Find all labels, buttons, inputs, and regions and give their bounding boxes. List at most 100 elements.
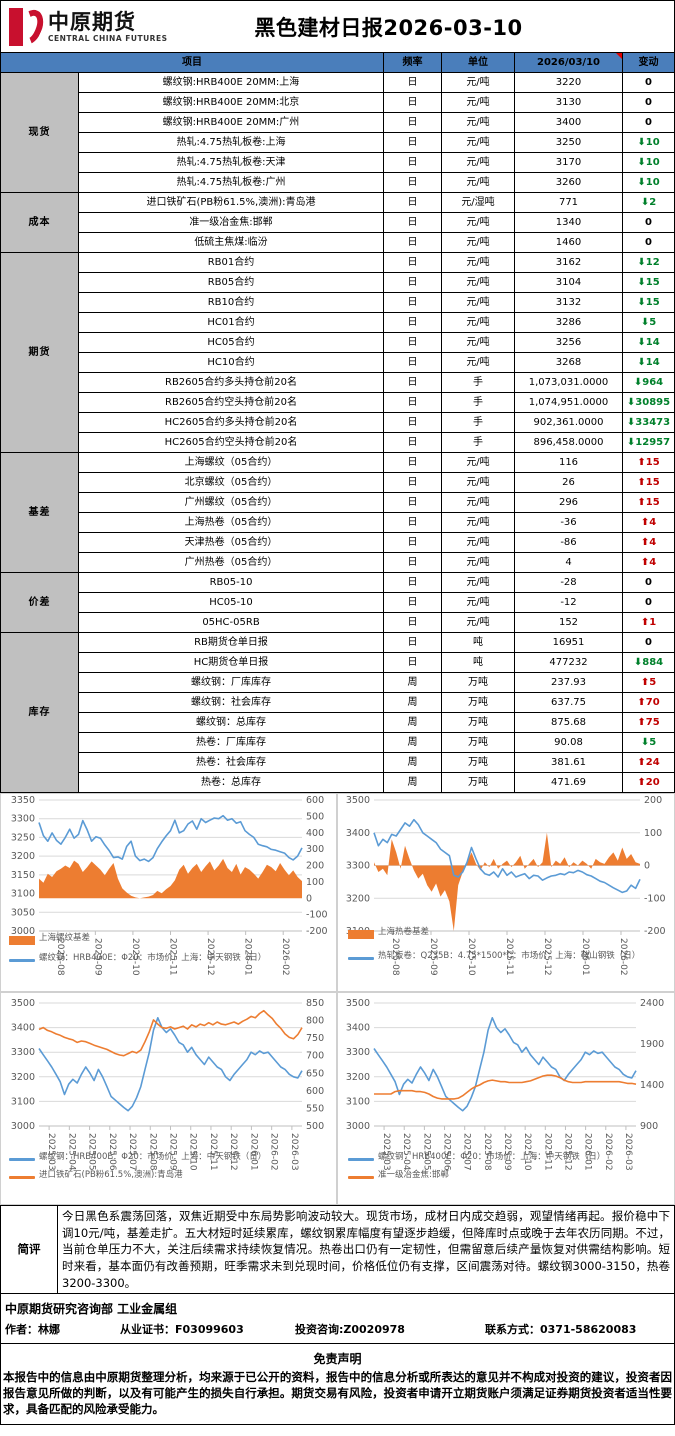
svg-text:2400: 2400 [640,998,664,1009]
table-row: 现货 螺纹钢:HRB400E 20MM:上海日元/吨 3220 0 [0,72,675,193]
col-header-unit: 单位 [441,52,515,73]
comment-table: 简评 今日黑色系震荡回落，双焦近期受中东局势影响波动较大。现货市场，成材日内成交… [0,1204,675,1295]
svg-text:3400: 3400 [11,1023,35,1034]
table-row: RB2605合约多头持仓前20名日手 1,073,031.0000 ⬇964 [1,372,675,393]
x-axis-tick-label: 2025-10 [188,1133,198,1171]
table-body: 现货 螺纹钢:HRB400E 20MM:上海日元/吨 3220 0 螺纹钢:HRB400… [0,72,675,793]
cell-item: HC期货仓单日报 [78,652,384,673]
cell-frequency: 日 [383,592,442,613]
svg-text:3250: 3250 [11,832,35,843]
cell-change: 0 [622,112,675,133]
cell-value: 3256 [514,332,623,353]
cell-unit: 万吨 [441,712,515,733]
cell-item: 低硫主焦煤:临汾 [78,232,384,253]
logo-mark-icon [9,5,49,48]
cell-change: 0 [622,592,675,613]
svg-text:3400: 3400 [346,1023,370,1034]
cell-change: ⬆20 [622,772,675,793]
cell-value: 896,458.0000 [514,432,623,453]
cell-frequency: 日 [383,452,442,473]
table-row: HC10合约日元/吨 3268 ⬇14 [1,352,675,373]
cell-frequency: 日 [383,272,442,293]
cell-frequency: 日 [383,552,442,573]
series-line [373,1017,637,1112]
series-line [38,814,303,863]
svg-text:0: 0 [644,861,650,872]
cell-value: 3220 [514,72,623,93]
cell-frequency: 日 [383,492,442,513]
legend-label: 进口铁矿石(PB粉61.5%,澳洲):青岛港 [39,1170,183,1180]
footer-advisory: 投资咨询:Z0020978 [295,1323,405,1337]
cell-value: 3286 [514,312,623,333]
cell-value: 237.93 [514,672,623,693]
cell-unit: 元/吨 [441,232,515,253]
x-axis-tick-label: 2025-03 [381,1133,391,1171]
series-line [374,1074,637,1100]
svg-text:3100: 3100 [11,889,35,900]
cell-item: HC10合约 [78,352,384,373]
x-axis-tick-label: 2026-01 [243,938,253,976]
table-row: 期货 RB01合约日元/吨 3162 ⬇12 [0,252,675,453]
chart-legend-entry: 上海螺纹基差 [9,933,326,945]
cell-value: 771 [514,192,623,213]
table-row: 05HC-05RB 日元/吨 152 ⬆1 [1,612,675,633]
cell-change: ⬆24 [622,752,675,773]
svg-text:3500: 3500 [346,998,370,1009]
svg-text:200: 200 [306,861,324,872]
cell-frequency: 日 [383,332,442,353]
cell-frequency: 周 [383,752,442,773]
x-axis-tick-label: 2025-09 [428,938,438,976]
svg-text:750: 750 [306,1033,324,1044]
svg-text:3100: 3100 [346,1096,370,1107]
x-axis-tick-label: 2025-09 [502,1133,512,1171]
table-row: 低硫主焦煤:临汾日元/吨 1460 0 [1,232,675,253]
svg-text:600: 600 [306,795,324,806]
cell-item: HC05合约 [78,332,384,353]
series-line [38,1017,303,1112]
x-axis-tick-label: 2025-04 [401,1133,411,1171]
cell-item: RB10合约 [78,292,384,313]
table-row: HC2605合约空头持仓前20名日手 896,458.0000 ⬇12957 [1,432,675,453]
cell-item: RB2605合约多头持仓前20名 [78,372,384,393]
cell-item: 螺纹钢:HRB400E 20MM:北京 [78,92,384,113]
x-axis-tick-label: 2025-12 [228,1133,238,1171]
cell-frequency: 日 [383,312,442,333]
cell-unit: 元/吨 [441,552,515,573]
cell-unit: 元/吨 [441,312,515,333]
category-cell-2: 期货 [0,252,79,453]
table-row: RB10合约日元/吨 3132 ⬇15 [1,292,675,313]
cell-change: ⬆75 [622,712,675,733]
cell-change: ⬆5 [622,672,675,693]
cell-frequency: 周 [383,772,442,793]
chart-canvas: 3000 3100 3200 3300 3400 3500 900 1400 1900 2400 2… [346,998,664,1171]
cell-change: ⬇5 [622,312,675,333]
svg-text:850: 850 [306,998,324,1009]
category-cell-4: 价差 [0,572,79,633]
x-axis-tick-label: 2025-10 [522,1133,532,1171]
cell-value: 875.68 [514,712,623,733]
cell-change: ⬇33473 [622,412,675,433]
cell-change: ⬇15 [622,272,675,293]
cell-unit: 元/吨 [441,612,515,633]
x-axis-tick-label: 2025-11 [542,1133,552,1171]
table-row: 螺纹钢：社会库存周万吨 637.75 ⬆70 [1,692,675,713]
x-axis-tick-label: 2025-07 [462,1133,472,1171]
cell-item: 热轧:4.75热轧板卷:上海 [78,132,384,153]
svg-text:400: 400 [306,828,324,839]
cell-unit: 元/吨 [441,352,515,373]
cell-change: ⬇15 [622,292,675,313]
svg-text:100: 100 [644,828,662,839]
table-row: 螺纹钢:HRB400E 20MM:北京日元/吨 3130 0 [1,92,675,113]
table-row: HC期货仓单日报日吨 477232 ⬇884 [1,652,675,673]
svg-text:650: 650 [306,1068,324,1079]
svg-text:600: 600 [306,1086,324,1097]
svg-text:500: 500 [306,811,324,822]
cell-item: 热卷：厂库库存 [78,732,384,753]
x-axis-tick-label: 2025-06 [442,1133,452,1171]
x-axis-tick-label: 2025-12 [542,938,552,976]
cell-frequency: 日 [383,72,442,93]
table-row: 螺纹钢:HRB400E 20MM:广州日元/吨 3400 0 [1,112,675,133]
chart-rebar-iron-ore: 3000 3100 3200 3300 3400 3500 500 550 600 650 700 7… [0,992,337,1205]
cell-item: RB05合约 [78,272,384,293]
col-header-date: 2026/03/10 [514,52,623,73]
